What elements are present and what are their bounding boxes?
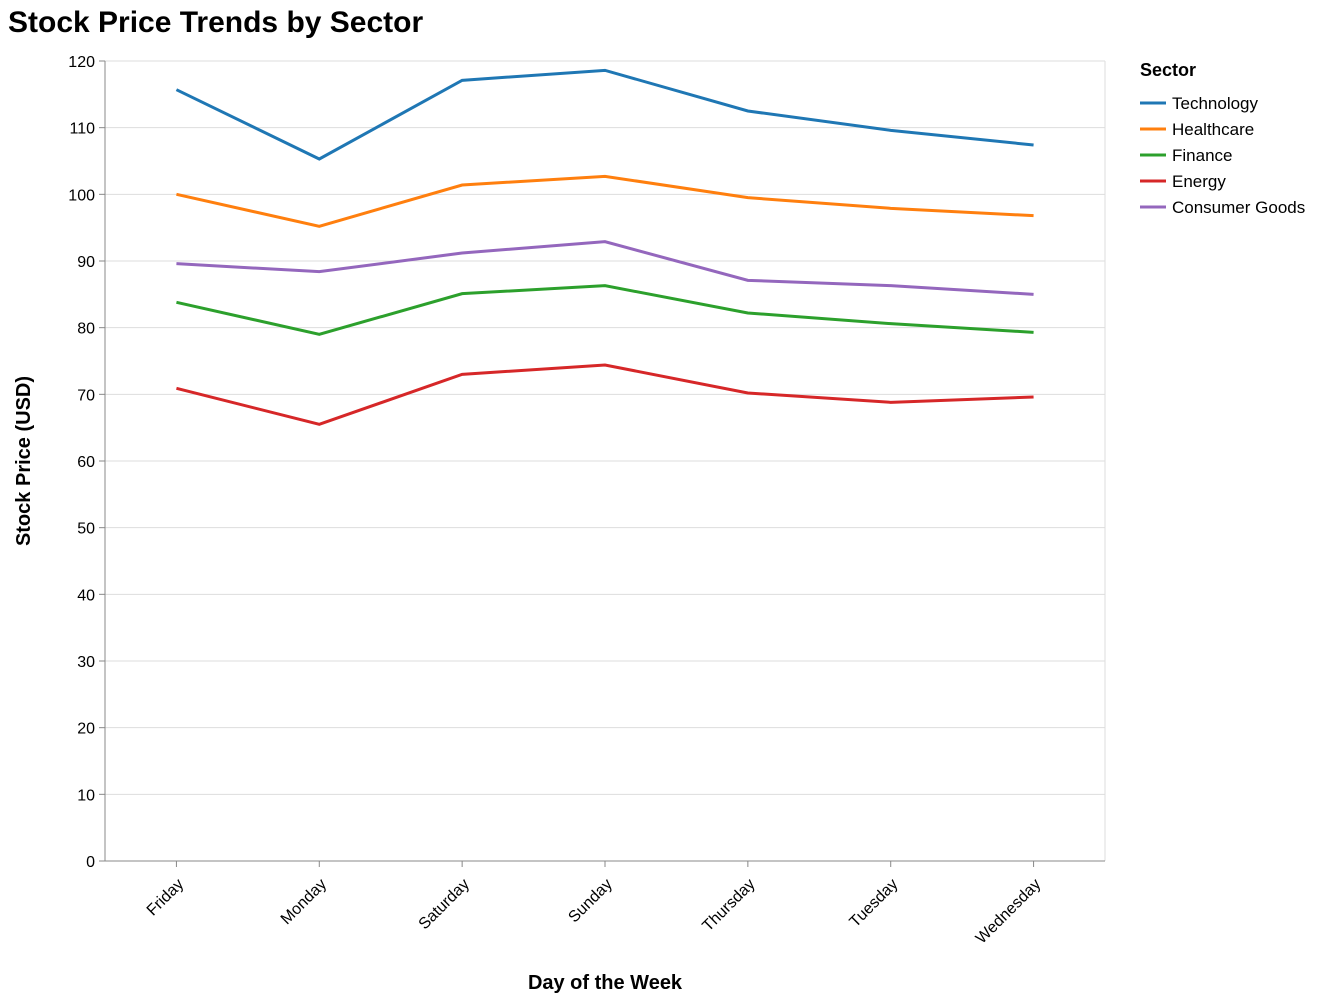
x-tick-label: Saturday	[416, 876, 473, 933]
x-tick-label: Friday	[144, 876, 187, 919]
x-tick-label: Tuesday	[847, 876, 902, 931]
legend-label: Technology	[1172, 94, 1259, 113]
axes: 0 10 20 30 40 50 60 70 80 90 100 110 120 Friday Monday…	[68, 54, 1105, 947]
y-tick-label: 80	[77, 321, 95, 338]
y-tick-label: 20	[77, 721, 95, 738]
legend-label: Consumer Goods	[1172, 198, 1305, 217]
legend: Sector Technology Healthcare Finance Energy…	[1140, 60, 1305, 217]
y-tick-label: 30	[77, 654, 95, 671]
x-tick-label: Sunday	[565, 876, 615, 926]
chart-title: Stock Price Trends by Sector	[8, 6, 424, 39]
y-tick-label: 50	[77, 521, 95, 538]
y-tick-label: 40	[77, 587, 95, 604]
y-tick-label: 110	[69, 121, 95, 138]
y-tick-label: 100	[68, 187, 95, 204]
legend-label: Healthcare	[1172, 120, 1254, 139]
series-line-finance	[176, 284, 1034, 336]
x-tick-label: Thursday	[699, 876, 758, 935]
y-tick-label: 0	[86, 854, 95, 871]
y-tick-label: 120	[68, 54, 95, 71]
series-line-healthcare	[176, 174, 1034, 228]
x-tick-label: Wednesday	[973, 876, 1045, 948]
legend-label: Energy	[1172, 172, 1226, 191]
legend-label: Finance	[1172, 146, 1232, 165]
series-line-consumer-goods	[176, 240, 1034, 296]
series-line-technology	[175, 68, 1034, 161]
grid-lines	[105, 60, 1106, 862]
y-axis-title: Stock Price (USD)	[13, 376, 35, 546]
y-tick-label: 70	[77, 387, 95, 404]
y-tick-label: 10	[77, 787, 95, 804]
series-lines	[175, 68, 1034, 426]
x-tick-label: Monday	[278, 876, 330, 928]
series-line-energy	[176, 363, 1034, 426]
legend-title: Sector	[1140, 60, 1196, 80]
y-tick-label: 90	[77, 254, 95, 271]
x-axis-title: Day of the Week	[528, 972, 683, 994]
y-tick-label: 60	[77, 454, 95, 471]
